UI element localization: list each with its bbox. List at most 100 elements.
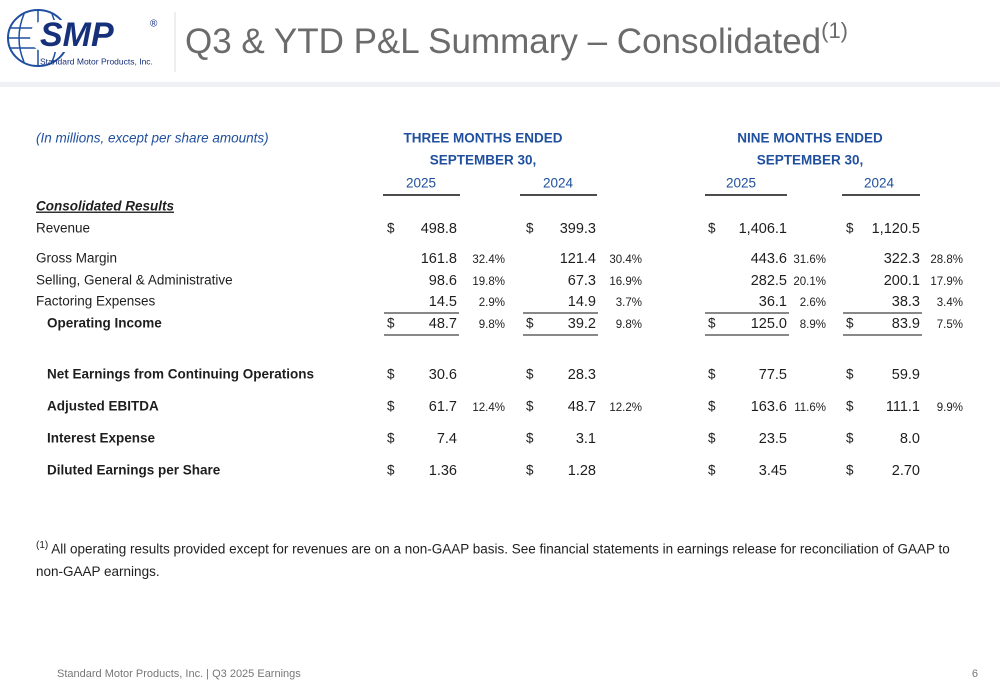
percent: 8.9% [800, 319, 826, 331]
amount: 2.70 [892, 463, 920, 479]
currency-symbol: $ [526, 367, 534, 382]
amount: 1,120.5 [872, 221, 920, 237]
footnote-marker: (1) [36, 540, 49, 551]
amount: 163.6 [751, 399, 787, 415]
logo-text: SMP [40, 16, 114, 54]
amount: 14.9 [568, 294, 596, 310]
amount: 322.3 [884, 251, 920, 267]
percent: 11.6% [794, 402, 826, 414]
amount: 83.9 [892, 316, 920, 332]
logo-mark: ® [150, 19, 158, 30]
percent: 3.4% [937, 297, 963, 309]
amount: 121.4 [560, 251, 596, 267]
header-band [0, 82, 1000, 87]
percent: 20.1% [793, 276, 826, 288]
amount: 28.3 [568, 367, 596, 383]
amount: 30.6 [429, 367, 457, 383]
currency-symbol: $ [526, 221, 534, 236]
currency-symbol: $ [846, 431, 854, 446]
amount: 48.7 [568, 399, 596, 415]
currency-symbol: $ [846, 316, 854, 331]
logo: SMP ® Standard Motor Products, Inc. [7, 9, 158, 67]
amount: 67.3 [568, 273, 596, 289]
amount: 399.3 [560, 221, 596, 237]
amount: 38.3 [892, 294, 920, 310]
amount: 200.1 [884, 273, 920, 289]
amount: 111.1 [886, 399, 920, 415]
row-label: Gross Margin [36, 251, 117, 266]
amount: 39.2 [568, 316, 596, 332]
logo-subtitle: Standard Motor Products, Inc. [40, 56, 153, 66]
amount: 61.7 [429, 399, 457, 415]
row-label: Diluted Earnings per Share [47, 463, 221, 478]
percent: 12.2% [609, 402, 642, 414]
percent: 28.8% [930, 254, 963, 266]
percent: 31.6% [793, 254, 826, 266]
currency-symbol: $ [387, 431, 395, 446]
percent: 16.9% [609, 276, 642, 288]
currency-symbol: $ [708, 463, 716, 478]
currency-symbol: $ [708, 367, 716, 382]
row-label: Interest Expense [47, 431, 156, 446]
row-label: Net Earnings from Continuing Operations [47, 367, 314, 382]
currency-symbol: $ [708, 316, 716, 331]
currency-symbol: $ [846, 367, 854, 382]
currency-symbol: $ [526, 431, 534, 446]
row-label: Operating Income [47, 316, 162, 331]
currency-symbol: $ [387, 399, 395, 414]
currency-symbol: $ [708, 399, 716, 414]
amount: 1.36 [429, 463, 457, 479]
period-sublabel: SEPTEMBER 30, [430, 153, 537, 168]
year-label: 2025 [406, 176, 436, 191]
percent: 32.4% [472, 254, 505, 266]
period-label: THREE MONTHS ENDED [403, 131, 562, 146]
currency-symbol: $ [387, 316, 395, 331]
title-note: (1) [821, 18, 848, 43]
amount: 3.1 [576, 431, 596, 447]
footnote-text: All operating results provided except fo… [36, 541, 950, 579]
currency-symbol: $ [846, 399, 854, 414]
amount: 59.9 [892, 367, 920, 383]
footer-text: Standard Motor Products, Inc. | Q3 2025 … [57, 668, 301, 680]
percent: 9.9% [937, 402, 963, 414]
amount: 1,406.1 [739, 221, 787, 237]
amount: 14.5 [429, 294, 457, 310]
footnote: (1) All operating results provided excep… [36, 535, 966, 583]
amount: 443.6 [751, 251, 787, 267]
amount: 77.5 [759, 367, 787, 383]
amount: 125.0 [751, 316, 787, 332]
percent: 30.4% [609, 254, 642, 266]
amount: 23.5 [759, 431, 787, 447]
percent: 2.6% [800, 297, 826, 309]
amount: 161.8 [421, 251, 457, 267]
currency-symbol: $ [708, 431, 716, 446]
row-label: Revenue [36, 221, 90, 236]
amount: 3.45 [759, 463, 787, 479]
amount: 48.7 [429, 316, 457, 332]
amount: 7.4 [437, 431, 457, 447]
year-label: 2024 [543, 176, 574, 191]
currency-symbol: $ [846, 463, 854, 478]
row-label: Adjusted EBITDA [47, 399, 159, 414]
currency-symbol: $ [526, 316, 534, 331]
amount: 282.5 [751, 273, 787, 289]
title-text: Q3 & YTD P&L Summary – Consolidated [185, 22, 821, 61]
percent: 9.8% [616, 319, 642, 331]
currency-symbol: $ [387, 463, 395, 478]
year-label: 2024 [864, 176, 895, 191]
currency-symbol: $ [846, 221, 854, 236]
amount: 36.1 [759, 294, 787, 310]
percent: 3.7% [616, 297, 642, 309]
period-sublabel: SEPTEMBER 30, [757, 153, 864, 168]
amount: 8.0 [900, 431, 920, 447]
currency-symbol: $ [526, 399, 534, 414]
percent: 19.8% [472, 276, 505, 288]
amount: 498.8 [421, 221, 457, 237]
period-label: NINE MONTHS ENDED [737, 131, 883, 146]
currency-symbol: $ [387, 367, 395, 382]
amount: 1.28 [568, 463, 596, 479]
row-label: Selling, General & Administrative [36, 273, 233, 288]
section-label: Consolidated Results [36, 199, 175, 214]
